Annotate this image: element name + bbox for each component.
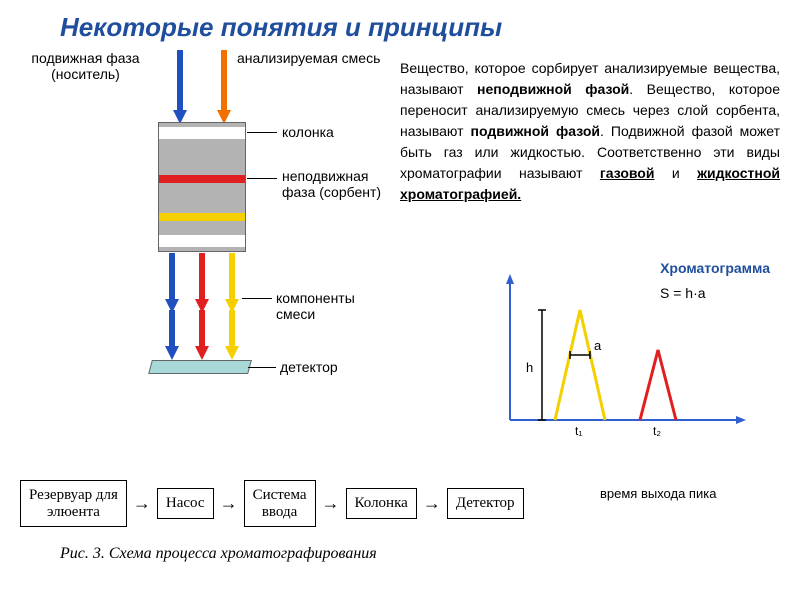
t2-label: t₂	[653, 424, 661, 438]
t1-label: t₁	[575, 424, 582, 438]
figure-caption: Рис. 3. Схема процесса хроматографирован…	[60, 545, 377, 563]
chromatogram-title: Хроматограмма	[660, 260, 770, 276]
red-arrow-detector	[192, 310, 212, 360]
h-label: h	[526, 360, 533, 375]
text-p1d: и	[654, 165, 697, 181]
text-b2: подвижной фазой	[471, 123, 600, 139]
formula: S = h·a	[660, 285, 706, 301]
detector-label: детектор	[280, 359, 338, 375]
detector-leader	[248, 367, 276, 368]
column-red-band	[159, 175, 245, 183]
flow-box-detector: Детектор	[447, 488, 524, 519]
column-label: колонка	[282, 124, 334, 140]
arrow-icon: →	[220, 493, 238, 514]
arrow-icon: →	[133, 493, 151, 514]
flow-box-pump: Насос	[157, 488, 214, 519]
column-top-band	[159, 127, 245, 139]
flow-box-injector: Система ввода	[244, 480, 316, 527]
components-leader	[242, 298, 272, 299]
chromatogram-chart: Хроматограмма h a S = h·a t₁ t₂	[480, 260, 780, 460]
flow-box-column: Колонка	[346, 488, 417, 519]
yellow-arrow-detector	[222, 310, 242, 360]
flow-box-reservoir: Резервуар для элюента	[20, 480, 127, 527]
analyzed-mix-label: анализируемая смесь	[237, 50, 380, 66]
x-axis-label: время выхода пика	[600, 486, 716, 501]
arrow-icon: →	[423, 493, 441, 514]
column-yellow-band	[159, 213, 245, 221]
flowchart: Резервуар для элюента → Насос → Система …	[20, 480, 524, 527]
column-body	[158, 122, 246, 252]
components-label: компоненты смеси	[276, 290, 390, 322]
blue-arrow-top	[170, 50, 190, 124]
chromatogram-svg: h a S = h·a t₁ t₂	[480, 260, 780, 460]
stationary-label: неподвижная фаза (сорбент)	[282, 168, 381, 200]
blue-arrow-bottom	[162, 253, 182, 313]
description-text: Вещество, которое сорбирует анализируемы…	[400, 58, 780, 205]
mobile-phase-label: подвижная фаза (носитель)	[18, 50, 153, 82]
column-diagram: подвижная фаза (носитель) анализируемая …	[10, 50, 390, 420]
slide-title: Некоторые понятия и принципы	[60, 12, 502, 43]
blue-arrow-detector	[162, 310, 182, 360]
detector	[148, 360, 252, 374]
column-leader	[247, 132, 277, 133]
text-b1: неподвижной фазой	[477, 81, 629, 97]
red-arrow-bottom	[192, 253, 212, 313]
orange-arrow-top	[214, 50, 234, 124]
a-label: a	[594, 338, 602, 353]
arrow-icon: →	[322, 493, 340, 514]
stationary-leader	[247, 178, 277, 179]
yellow-arrow-bottom	[222, 253, 242, 313]
text-b3: газовой	[600, 165, 655, 181]
column-bottom-band	[159, 235, 245, 247]
